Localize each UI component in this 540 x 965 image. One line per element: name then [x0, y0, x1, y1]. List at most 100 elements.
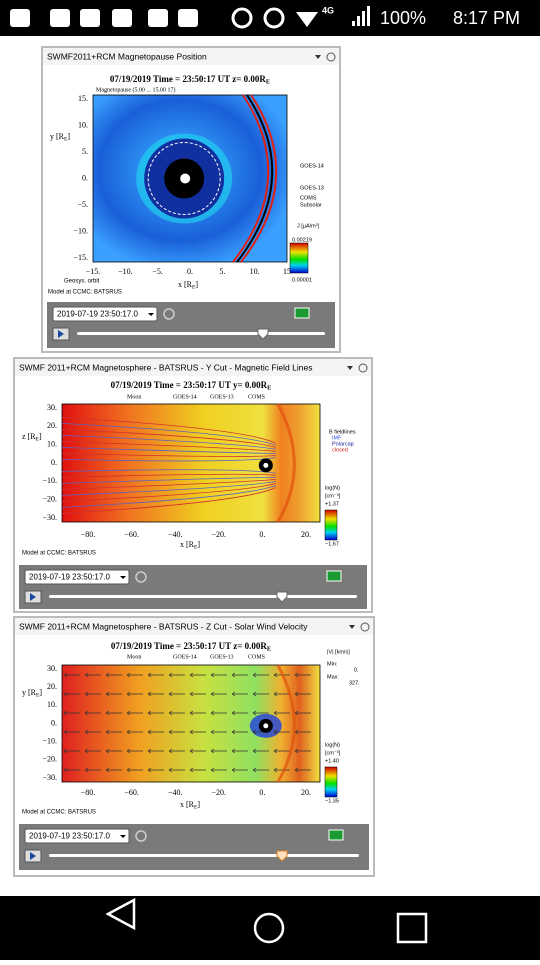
- velocity-arrow: [105, 767, 122, 773]
- home-button[interactable]: [253, 912, 285, 944]
- colorbar-label: log(N): [325, 485, 340, 491]
- y-tick-label: 10.: [47, 439, 57, 448]
- label-part: y [R: [50, 132, 65, 141]
- flag-icon[interactable]: [326, 570, 342, 582]
- slider-thumb[interactable]: [257, 328, 269, 340]
- refresh-button[interactable]: [135, 830, 147, 842]
- side-label: GOES-14: [300, 163, 324, 169]
- y-tick-label: 10.: [47, 700, 57, 709]
- velocity-arrow: [294, 767, 311, 773]
- plot-title: 07/19/2019 Time = 23:50:17 UT z= 0.00RE: [110, 74, 270, 86]
- velocity-arrow: [189, 748, 206, 754]
- time-slider[interactable]: [49, 595, 357, 598]
- play-icon: [58, 330, 64, 338]
- y-tick-label: 20.: [47, 421, 57, 430]
- dropdown-arrow: [148, 313, 154, 316]
- time-select[interactable]: [24, 569, 130, 585]
- velocity-arrow: [273, 767, 290, 773]
- collapse-icon[interactable]: [347, 366, 353, 370]
- collapse-icon[interactable]: [315, 55, 321, 59]
- x-tick-label: 10.: [250, 267, 260, 276]
- x-tick-label: 5.: [219, 267, 225, 276]
- colorbar-label: [cm⁻³]: [325, 493, 341, 499]
- close-icon[interactable]: [326, 52, 336, 62]
- x-tick-label: −60.: [124, 788, 139, 797]
- label-part: x [R: [180, 800, 195, 809]
- velocity-arrow: [294, 672, 311, 678]
- collapse-icon[interactable]: [349, 625, 355, 629]
- x-tick-label: −40.: [168, 530, 183, 539]
- y-tick-label: −15.: [73, 253, 88, 262]
- panel-title: SWMF 2011+RCM Magnetosphere - BATSRUS - …: [19, 621, 308, 631]
- dropdown-arrow: [120, 576, 126, 579]
- colorbar-label: 0.00219: [292, 237, 312, 243]
- velocity-arrow: [126, 729, 143, 735]
- plot-legend: GOES-13: [210, 654, 234, 660]
- label-part: E: [267, 385, 271, 392]
- x-tick-label: −5.: [152, 267, 163, 276]
- footer-text: Model at CCMC: BATSRUS: [22, 551, 96, 557]
- plot-legend: GOES-14: [173, 654, 197, 660]
- velocity-arrow: [189, 691, 206, 697]
- refresh-button[interactable]: [163, 308, 175, 320]
- velocity-arrow: [126, 691, 143, 697]
- side-label: Subsolar: [300, 202, 322, 208]
- side-label: 327.: [349, 680, 360, 686]
- dropdown-arrow: [120, 835, 126, 838]
- recents-button[interactable]: [396, 912, 428, 944]
- slider-thumb[interactable]: [276, 591, 288, 603]
- flag-icon[interactable]: [294, 307, 310, 319]
- colorbar-label: J [µA/m²]: [297, 223, 320, 229]
- plot-legend: GOES-14: [173, 394, 197, 400]
- velocity-arrow: [210, 691, 227, 697]
- label-part: E: [192, 285, 196, 291]
- close-icon[interactable]: [358, 363, 368, 373]
- y-tick-label: −20.: [42, 755, 57, 764]
- velocity-arrow: [168, 729, 185, 735]
- velocity-arrow: [105, 691, 122, 697]
- y-tick-label: −30.: [42, 513, 57, 522]
- time-select-text: 2019-07-19 23:50:17.0: [57, 310, 139, 319]
- time-select[interactable]: [52, 306, 158, 322]
- x-tick-label: −80.: [81, 788, 96, 797]
- panel-header: [15, 359, 371, 376]
- velocity-arrow: [168, 767, 185, 773]
- colorbar-label: 0.00001: [292, 277, 312, 283]
- plot-title: 07/19/2019 Time = 23:50:17 UT y= 0.00RE: [111, 380, 272, 392]
- label-part: E: [266, 79, 270, 86]
- time-slider[interactable]: [49, 854, 359, 857]
- y-tick-label: 15.: [78, 94, 88, 103]
- network-label: 4G: [322, 5, 334, 15]
- x-tick-label: 0.: [259, 530, 265, 539]
- flag-icon[interactable]: [328, 829, 344, 841]
- label-part: E: [194, 545, 198, 551]
- velocity-arrow: [189, 672, 206, 678]
- earth-day: [263, 462, 269, 468]
- plot-legend: Magnetopause (5.00 ... 15.00 17): [96, 86, 176, 93]
- colorbar: [324, 766, 338, 798]
- velocity-arrow: [210, 748, 227, 754]
- nav-bar: [0, 896, 540, 960]
- refresh-button[interactable]: [135, 571, 147, 583]
- field-line: [61, 416, 276, 514]
- slider-thumb[interactable]: [276, 850, 288, 862]
- velocity-arrow: [189, 710, 206, 716]
- plot-feature: [147, 142, 221, 215]
- close-icon[interactable]: [360, 622, 370, 632]
- velocity-arrow: [252, 767, 269, 773]
- back-button[interactable]: [105, 897, 136, 931]
- velocity-arrow: [147, 729, 164, 735]
- x-axis-label: x [RE]: [180, 540, 200, 551]
- time-slider[interactable]: [77, 332, 325, 335]
- label-part: y [R: [22, 688, 37, 697]
- x-tick-label: −15.: [86, 267, 101, 276]
- label-part: E: [36, 693, 40, 699]
- velocity-arrow: [231, 710, 248, 716]
- label-part: 07/19/2019 Time = 23:50:17 UT z= 0.00R: [111, 641, 268, 651]
- side-label: Min:: [327, 661, 338, 667]
- field-line: [61, 446, 276, 484]
- field-line: [61, 434, 276, 496]
- x-tick-label: 20.: [301, 530, 311, 539]
- label-part: ]: [39, 432, 42, 441]
- time-select[interactable]: [24, 828, 130, 844]
